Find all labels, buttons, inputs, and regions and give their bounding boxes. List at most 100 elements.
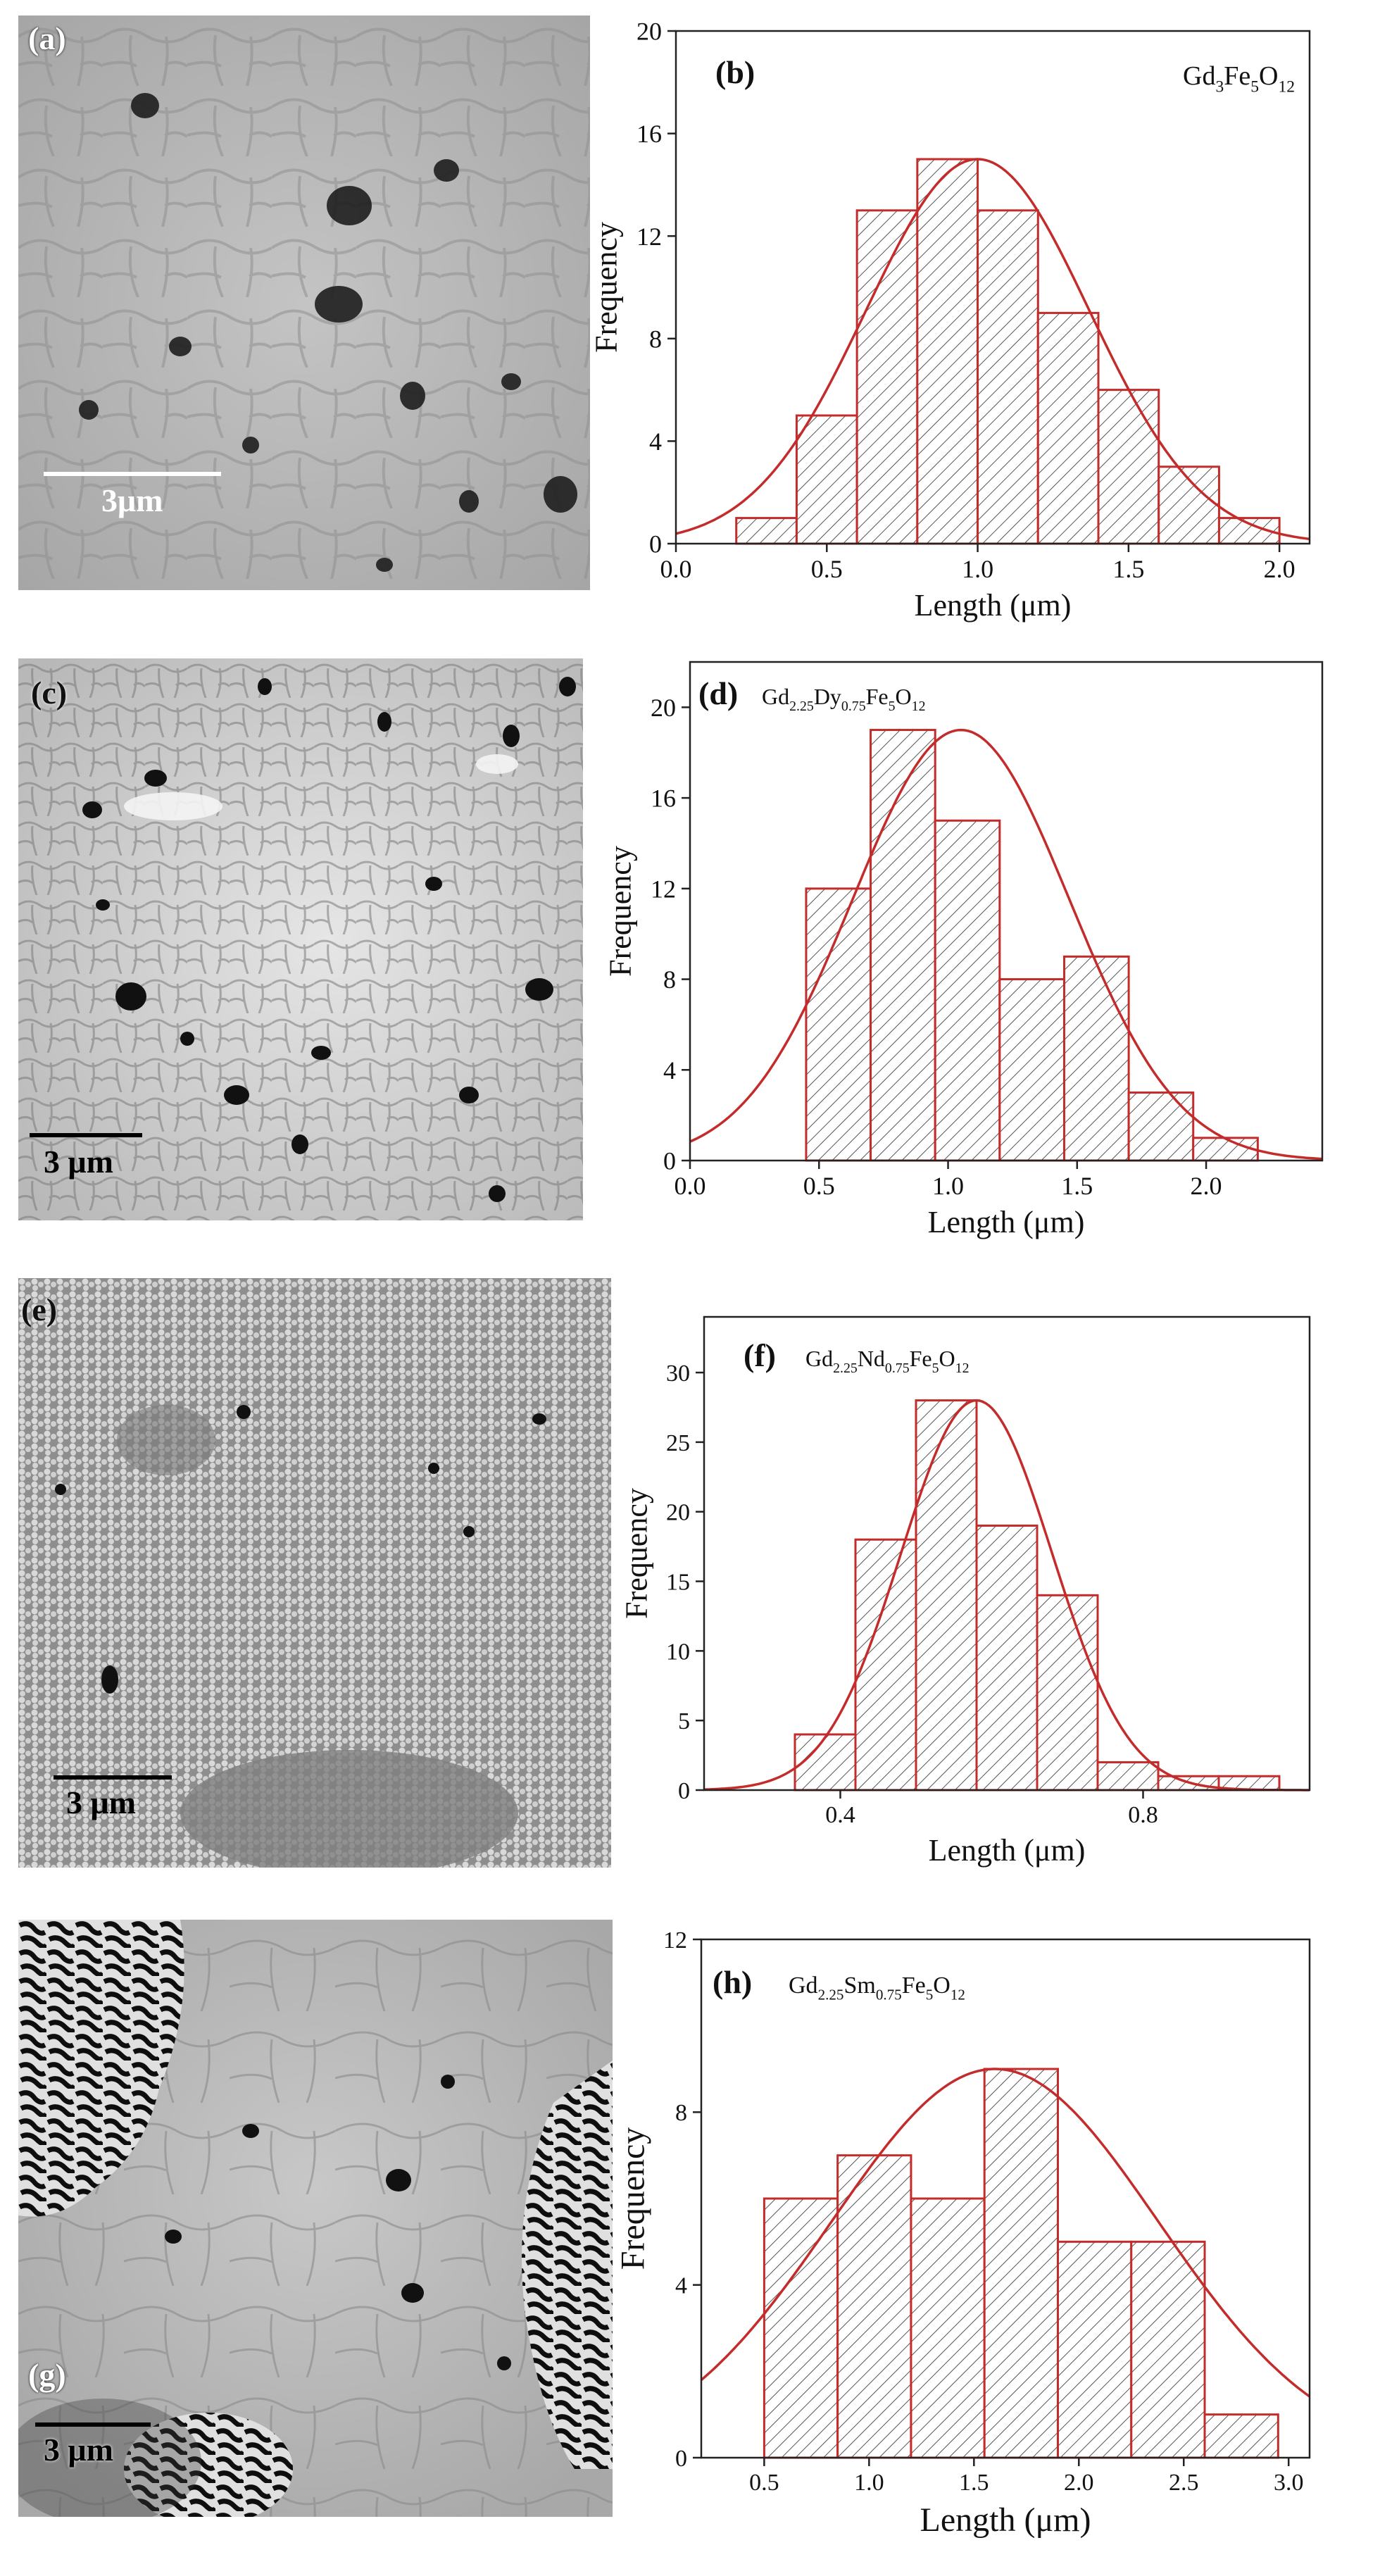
y-tick-label: 25 — [666, 1430, 690, 1456]
sem-texture — [18, 658, 583, 1220]
histogram-bar — [983, 2068, 1059, 2459]
x-tick-label: 2.0 — [1064, 2470, 1094, 2496]
panel-label: (b) — [715, 54, 755, 90]
histogram-bar — [805, 887, 872, 1162]
histogram-d: 0.0 0.5 1.0 1.5 2.0 0 4 8 12 16 20 Length (μm) Frequ… — [603, 634, 1380, 1268]
composition-formula: Gd3Fe5O12 — [1183, 61, 1295, 96]
panel-label: (d) — [698, 675, 738, 711]
histogram-bar — [855, 209, 919, 545]
composition-formula: Gd2.25Nd0.75Fe5O12 — [805, 1346, 969, 1376]
scale-bar-label: 3μm — [101, 482, 163, 518]
y-tick-label: 0 — [649, 530, 662, 558]
y-tick-label: 5 — [678, 1708, 690, 1734]
sem-micrograph-e: (e) 3 μm — [18, 1278, 611, 1868]
sem-texture — [18, 1920, 613, 2517]
x-tick-label: 1.5 — [1112, 555, 1144, 583]
histogram-bar — [1130, 2240, 1206, 2459]
x-tick-label: 1.5 — [959, 2470, 989, 2496]
y-tick-label: 16 — [636, 120, 662, 148]
histogram-bar — [1036, 1594, 1099, 1792]
sem-texture — [18, 15, 590, 590]
x-tick-label: 1.0 — [854, 2470, 884, 2496]
histogram-bar — [1056, 2240, 1133, 2459]
histogram-bar — [977, 209, 1039, 545]
histogram-bar — [1036, 311, 1100, 545]
y-tick-label: 15 — [666, 1569, 690, 1595]
y-tick-label: 20 — [636, 18, 662, 46]
y-tick-label: 12 — [663, 1927, 687, 1953]
x-tick-label: 1.0 — [932, 1172, 964, 1200]
histogram-bar — [998, 978, 1065, 1162]
y-tick-label: 4 — [663, 1056, 676, 1084]
panel-label: (f) — [744, 1337, 776, 1373]
x-axis-label: Length (μm) — [920, 2501, 1091, 2539]
composition-formula: Gd2.25Sm0.75Fe5O12 — [789, 1972, 965, 2003]
y-tick-label: 12 — [636, 223, 662, 251]
sem-micrograph-a: (a) 3μm — [18, 15, 590, 590]
plot-frame — [703, 1315, 1311, 1792]
y-axis-label: Frequency — [619, 1488, 653, 1619]
panel-label: (h) — [713, 1964, 752, 2000]
x-tick-label: 0.4 — [825, 1802, 855, 1828]
x-axis-label: Length (μm) — [928, 1205, 1085, 1239]
histogram-svg: 0.5 1.0 1.5 2.0 2.5 3.0 0 4 8 12 Length (μm) Freque… — [614, 1927, 1311, 2539]
histogram-bar — [910, 2197, 986, 2459]
y-tick-label: 0 — [678, 1778, 690, 1804]
y-tick-label: 4 — [649, 427, 662, 456]
gaussian-fit-curve — [700, 2068, 1311, 2398]
panel-label-g: (g) — [28, 2357, 66, 2393]
histogram-svg: 0.0 0.5 1.0 1.5 2.0 0 4 8 12 16 20 Length (μm) Frequ… — [589, 18, 1311, 623]
histogram-bar — [795, 414, 858, 545]
y-tick-label: 20 — [666, 1500, 690, 1526]
sem-micrograph-c: (c) 3 μm — [18, 658, 583, 1220]
y-axis-label: Frequency — [589, 222, 624, 353]
panel-label-a: (a) — [28, 20, 66, 56]
histogram-f: 0.4 0.8 0 5 10 15 20 25 30 Length (μm) Frequency (f… — [606, 1275, 1380, 1894]
y-tick-label: 30 — [666, 1361, 690, 1387]
x-tick-label: 2.5 — [1169, 2470, 1199, 2496]
sem-texture — [18, 1278, 611, 1868]
gaussian-fit-curve — [689, 728, 1323, 1161]
x-tick-label: 0.0 — [675, 1172, 706, 1200]
plot-frame — [689, 661, 1324, 1162]
histogram-bar — [854, 1538, 917, 1792]
histogram-bar — [1096, 1761, 1160, 1792]
y-tick-label: 4 — [675, 2273, 687, 2299]
scale-bar-label: 3 μm — [66, 1784, 136, 1820]
y-tick-label: 8 — [675, 2100, 687, 2126]
x-tick-label: 2.0 — [1264, 555, 1296, 583]
scale-bar — [44, 472, 221, 476]
x-tick-label: 3.0 — [1274, 2470, 1304, 2496]
y-tick-label: 16 — [651, 784, 676, 813]
scale-bar-label: 3 μm — [44, 2432, 113, 2468]
x-tick-label: 0.0 — [660, 555, 692, 583]
histogram-h: 0.5 1.0 1.5 2.0 2.5 3.0 0 4 8 12 Length (μm) Freque… — [606, 1894, 1380, 2572]
gaussian-fit-curve — [675, 158, 1310, 541]
scale-bar — [30, 1133, 142, 1137]
histogram-bar — [934, 819, 1001, 1162]
scale-bar-label: 3 μm — [44, 1144, 113, 1180]
composition-formula: Gd2.25Dy0.75Fe5O12 — [762, 684, 925, 714]
histogram-bar — [1127, 1091, 1195, 1162]
x-tick-label: 1.0 — [962, 555, 993, 583]
histogram-bar — [1192, 1137, 1259, 1162]
gaussian-fit-curve — [703, 1399, 1310, 1792]
x-tick-label: 1.5 — [1061, 1172, 1093, 1200]
y-tick-label: 8 — [663, 965, 676, 994]
x-tick-label: 0.5 — [803, 1172, 835, 1200]
histogram-bar — [763, 2197, 839, 2459]
plot-frame — [700, 1938, 1311, 2459]
y-tick-label: 0 — [675, 2446, 687, 2472]
plot-frame — [675, 30, 1311, 545]
histogram-bar — [1097, 389, 1160, 545]
y-tick-label: 0 — [663, 1147, 676, 1175]
histogram-bar — [916, 158, 979, 545]
y-axis-label: Frequency — [603, 846, 638, 977]
histogram-bar — [836, 2154, 912, 2459]
x-tick-label: 0.8 — [1128, 1802, 1158, 1828]
x-axis-label: Length (μm) — [915, 588, 1072, 623]
histogram-b: 0.0 0.5 1.0 1.5 2.0 0 4 8 12 16 20 Length (μm) Frequ… — [589, 0, 1380, 634]
y-tick-label: 8 — [649, 325, 662, 353]
histogram-bar — [735, 517, 798, 545]
y-tick-label: 10 — [666, 1639, 690, 1665]
